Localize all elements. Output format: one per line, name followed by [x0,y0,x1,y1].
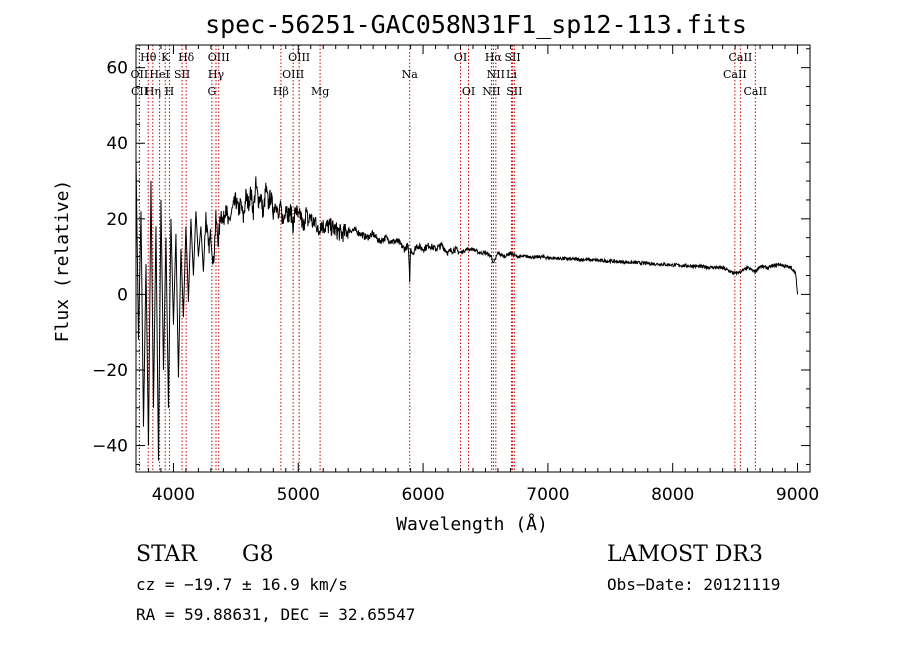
line-label: CaII [743,85,767,98]
line-label: Li [506,68,517,81]
line-label: OIII [288,51,310,64]
coordinates: RA = 59.88631, DEC = 32.65547 [136,605,415,624]
line-label: K [161,51,170,64]
line-label: Na [402,68,419,81]
x-tick-label: 5000 [277,485,320,505]
line-label: NII [487,68,505,81]
line-label: H [165,85,175,98]
observation-date: Obs−Date: 20121119 [607,575,780,594]
object-class: STAR [136,542,198,567]
y-tick-label: −40 [92,437,128,457]
line-label: SII [506,85,522,98]
line-label: G [207,85,216,98]
line-label: CaII [729,51,753,64]
survey-name: LAMOST DR3 [607,542,763,567]
x-tick-label: 7000 [526,485,569,505]
line-label: Hθ [140,51,157,64]
line-label: OII [131,68,149,81]
line-label: OIII [282,68,304,81]
y-tick-label: 20 [106,210,128,230]
redshift-value: cz = −19.7 ± 16.9 km/s [136,575,348,594]
line-label: Mg [311,85,329,98]
object-subclass: G8 [242,542,274,567]
y-axis-label: Flux (relative) [52,180,73,343]
x-tick-label: 9000 [776,485,819,505]
line-label: Hβ [273,85,289,98]
line-label: CII [131,85,148,98]
line-label: Hδ [178,51,195,64]
line-label: OI [454,51,467,64]
line-label: HeI [149,68,169,81]
line-label: CaII [723,68,747,81]
spectrum-line [135,158,799,461]
y-tick-label: 60 [106,59,128,79]
emission-line-markers [138,45,756,472]
plot-frame [135,44,811,473]
x-tick-label: 4000 [152,485,195,505]
chart-title: spec-56251-GAC058N31F1_sp12-113.fits [205,10,747,39]
line-label: SII [174,68,190,81]
line-label: NII [482,85,500,98]
spectrum-plot [135,158,799,461]
line-label: Hη [145,85,161,98]
y-tick-label: −20 [92,361,128,381]
x-tick-label: 8000 [651,485,694,505]
line-label: SII [504,51,520,64]
line-label: Hγ [208,68,225,81]
y-tick-label: 0 [117,285,128,305]
x-axis-ticks: 4000 5000 6000 7000 8000 9000 [135,45,819,505]
x-axis-label: Wavelength (Å) [396,513,548,535]
x-tick-label: 6000 [401,485,444,505]
line-label: Hα [485,51,503,64]
y-tick-label: 40 [106,134,128,154]
line-label: OIII [208,51,230,64]
line-label: OI [462,85,475,98]
y-axis-ticks: −40 −20 0 20 40 60 [92,48,810,465]
